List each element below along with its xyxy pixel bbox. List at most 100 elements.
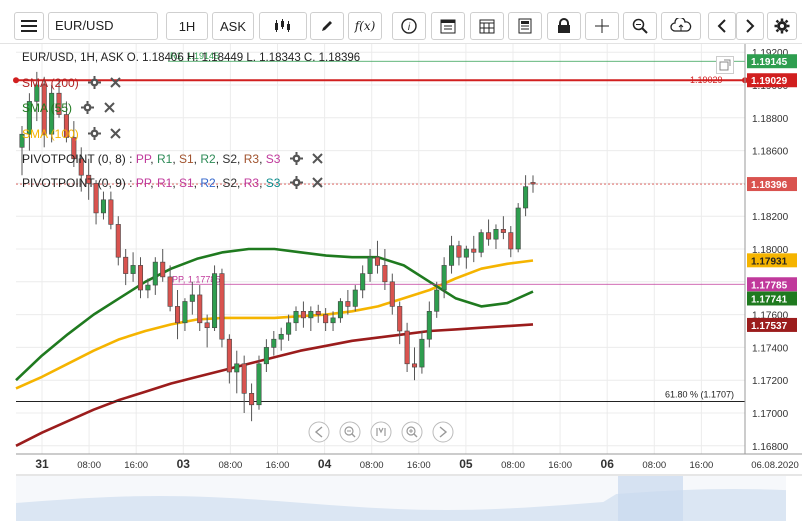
x-tick-label: 08:00 <box>501 460 525 471</box>
navigator-window[interactable] <box>618 476 683 521</box>
crosshair-icon <box>595 19 609 33</box>
indicator-pivot-1[interactable]: PIVOTPOINT (0, 8) : PP, R1, S1, R2, S2, … <box>22 152 323 168</box>
back-button[interactable] <box>708 12 736 40</box>
candle-body <box>182 301 188 324</box>
gear-icon[interactable] <box>81 101 95 117</box>
y-tick-label: 1.17200 <box>752 376 789 387</box>
red-level-label: 1.19029 <box>690 75 723 85</box>
y-tick-label: 1.18600 <box>752 147 789 158</box>
pivot1-sep: : <box>125 152 136 167</box>
sma200-line <box>15 323 534 447</box>
candle-body <box>293 311 299 324</box>
candle-body <box>241 363 247 394</box>
nav-first-button[interactable] <box>308 421 330 443</box>
gear-icon <box>774 18 790 34</box>
ohlc-header: EUR/USD, 1H, ASK O. 1.18406 H. 1.18449 L… <box>22 52 361 64</box>
candle-body <box>404 330 410 365</box>
candle-body <box>234 363 240 373</box>
candle-body <box>108 199 114 225</box>
zoom-button[interactable] <box>623 12 657 40</box>
info-icon: i <box>401 18 417 34</box>
candle-body <box>530 182 536 185</box>
timeframe-button[interactable]: 1H <box>166 12 208 40</box>
draw-button[interactable] <box>310 12 344 40</box>
popout-icon <box>719 59 731 71</box>
price-tag-bg <box>747 253 797 268</box>
gear-icon[interactable] <box>289 152 303 168</box>
sma200-label: SMA (200) <box>22 76 79 91</box>
symbol-selector[interactable]: EUR/USD <box>48 12 158 40</box>
indicator-pivot-2[interactable]: PIVOTPOINT (0, 9) : PP, R1, S1, R2, S2, … <box>22 176 323 192</box>
nav-fit-button[interactable] <box>370 421 392 443</box>
news-button[interactable] <box>508 12 542 40</box>
close-icon[interactable] <box>312 153 323 167</box>
y-tick-label: 1.19200 <box>752 48 789 59</box>
close-icon[interactable] <box>103 102 115 116</box>
x-tick-label: 16:00 <box>690 460 714 471</box>
side-button[interactable]: ASK <box>212 12 254 40</box>
crosshair-button[interactable] <box>585 12 619 40</box>
document-icon <box>518 18 532 34</box>
candle-body <box>463 248 469 258</box>
candle-body <box>115 224 121 258</box>
candle-body <box>419 338 425 368</box>
price-tag-label: 1.19029 <box>751 76 788 87</box>
gear-icon[interactable] <box>289 176 303 192</box>
pivot1-r1: R1 <box>156 152 173 167</box>
menu-button[interactable] <box>14 12 44 40</box>
sma100-label: SMA (100) <box>22 127 79 142</box>
candle-body <box>278 333 284 340</box>
candle-body <box>478 232 484 253</box>
symbol-text: EUR/USD <box>55 18 114 33</box>
close-icon[interactable] <box>110 128 122 142</box>
lock-icon <box>558 18 570 33</box>
popout-button[interactable] <box>716 56 734 74</box>
indicator-sma55[interactable]: SMA (55) <box>22 101 115 117</box>
zoom-out-icon[interactable] <box>339 421 361 443</box>
price-chart[interactable]: R1, 1.19145 1.19029 PP, 1.17785 61.80 % (1.… <box>0 44 802 521</box>
red-level-handle[interactable] <box>13 77 19 84</box>
calendar-button-2[interactable] <box>470 12 504 40</box>
candle-body <box>352 289 358 307</box>
y-tick-label: 1.17400 <box>752 343 789 354</box>
chevron-right-icon[interactable] <box>432 421 454 443</box>
x-tick-label: 08:00 <box>360 460 384 471</box>
nav-last-button[interactable] <box>432 421 454 443</box>
pivot2-r1: R1 <box>156 176 173 191</box>
candle-body <box>345 301 351 307</box>
price-tag-label: 1.17537 <box>751 321 788 332</box>
candle-body <box>330 317 336 324</box>
chart-area[interactable]: R1, 1.19145 1.19029 PP, 1.17785 61.80 % (1.… <box>0 44 802 521</box>
candle-body <box>63 114 69 138</box>
close-icon[interactable] <box>110 77 122 91</box>
nav-zoom-out-button[interactable] <box>339 421 361 443</box>
gear-icon[interactable] <box>88 127 102 143</box>
calendar-button[interactable] <box>431 12 465 40</box>
pivot2-prefix: PIVOTPOINT (0, 9) <box>22 176 126 191</box>
candle-body <box>219 273 225 340</box>
zoom-in-icon[interactable] <box>401 421 423 443</box>
zoom-out-icon-glyph <box>351 433 356 438</box>
indicator-sma100[interactable]: SMA (100) <box>22 127 122 143</box>
settings-button[interactable] <box>767 12 797 40</box>
cloud-button[interactable] <box>661 12 701 40</box>
price-tag-bg <box>747 291 797 306</box>
indicator-sma200[interactable]: SMA (200) <box>22 76 122 92</box>
nav-zoom-in-button[interactable] <box>401 421 423 443</box>
gear-icon[interactable] <box>88 76 102 92</box>
chevron-left-icon-glyph <box>314 426 323 438</box>
function-button[interactable]: f(x) <box>348 12 382 40</box>
close-icon[interactable] <box>312 177 323 191</box>
pivot1-s3: S3 <box>265 152 281 167</box>
lock-button[interactable] <box>547 12 581 40</box>
candle-body <box>26 101 32 135</box>
candle-body <box>486 232 492 240</box>
candle-body <box>323 314 329 324</box>
info-button[interactable]: i <box>392 12 426 40</box>
hamburger-icon <box>21 20 37 32</box>
chevron-left-icon[interactable] <box>308 421 330 443</box>
candle-body <box>449 245 455 266</box>
forward-button[interactable] <box>736 12 764 40</box>
chart-type-button[interactable] <box>259 12 307 40</box>
y-tick-label: 1.18200 <box>752 212 789 223</box>
